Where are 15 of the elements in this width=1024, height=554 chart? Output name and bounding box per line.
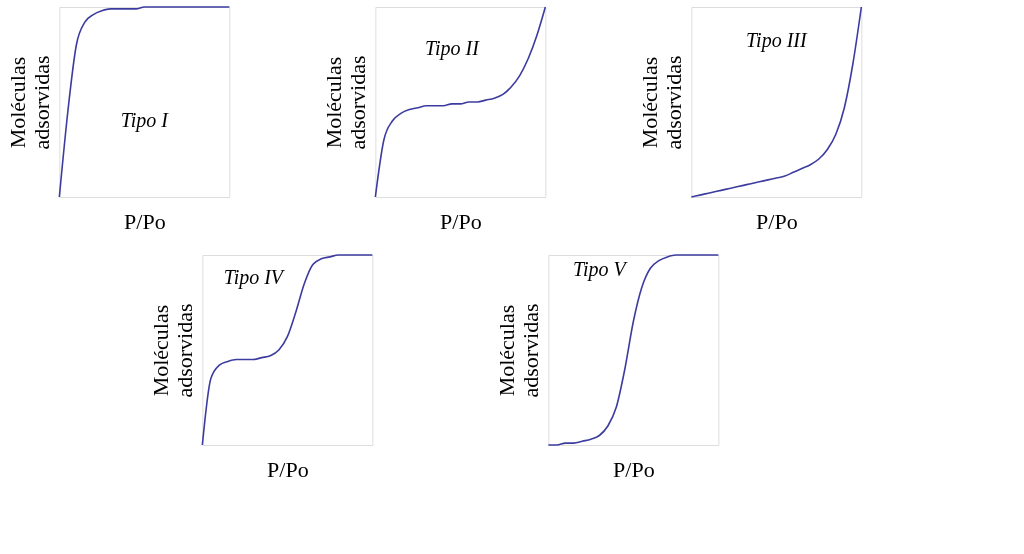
annotation: Tipo V bbox=[572, 258, 629, 282]
y-axis-title: Moléculas adsorvidas bbox=[4, 55, 54, 150]
x-axis-title: P/Po bbox=[756, 208, 798, 234]
annotation: Tipo IV bbox=[223, 265, 286, 289]
y-axis-title: Moléculas adsorvidas bbox=[493, 303, 543, 398]
x-axis-title: P/Po bbox=[267, 456, 309, 482]
annotation: Tipo II bbox=[424, 36, 481, 60]
annotation: Tipo III bbox=[746, 29, 808, 53]
y-axis-title: Moléculas adsorvidas bbox=[147, 303, 197, 398]
y-axis-title: Moléculas adsorvidas bbox=[320, 55, 370, 150]
x-axis-title: P/Po bbox=[613, 456, 655, 482]
y-axis-title: Moléculas adsorvidas bbox=[636, 55, 686, 150]
annotation: Tipo I bbox=[120, 109, 170, 132]
x-axis-title: P/Po bbox=[440, 208, 482, 234]
x-axis-title: P/Po bbox=[124, 208, 166, 234]
